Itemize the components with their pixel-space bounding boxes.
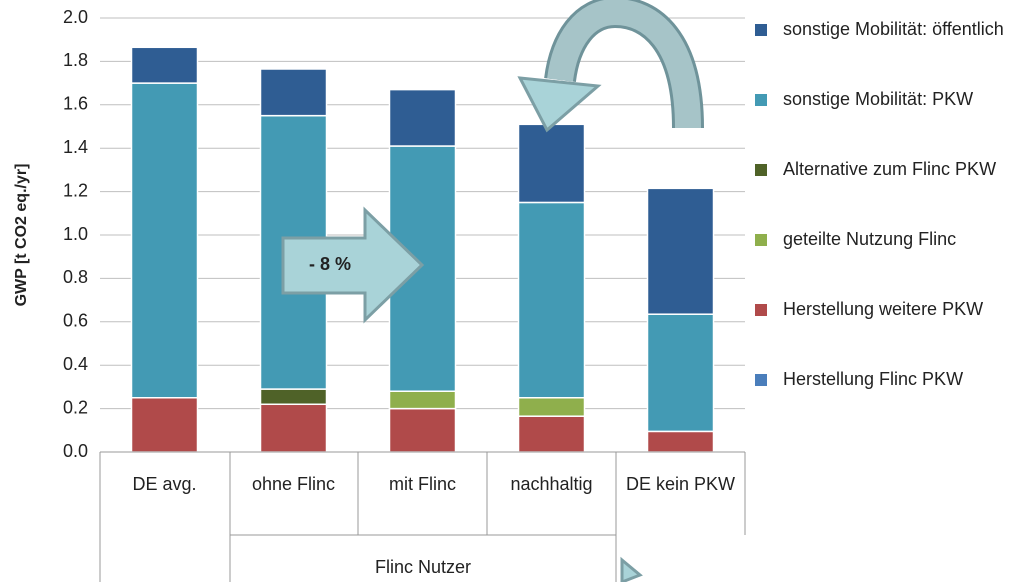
- arrow-fragment: [620, 556, 643, 582]
- bar-segment: [646, 313, 715, 433]
- group-label: Flinc Nutzer: [375, 557, 471, 577]
- y-tick-label: 0.4: [63, 354, 88, 374]
- legend-label: sonstige Mobilität: PKW: [783, 89, 974, 109]
- bar-segment: [259, 388, 328, 406]
- bar-segment: [388, 390, 457, 410]
- bar-segment: [259, 403, 328, 453]
- bar-segment: [130, 397, 199, 453]
- x-tick-label: DE avg.: [132, 474, 197, 494]
- y-tick-label: 1.0: [63, 224, 88, 244]
- bar-segment: [130, 82, 199, 399]
- curved-arrow: [517, 0, 704, 133]
- y-tick-label: 1.8: [63, 50, 88, 70]
- y-axis-label: GWP [t CO2 eq./yr]: [13, 164, 30, 307]
- legend-swatch: [755, 234, 767, 246]
- bar-segment: [646, 187, 715, 315]
- legend-label: Alternative zum Flinc PKW: [783, 159, 997, 179]
- bar-segment: [517, 201, 586, 399]
- annotation: - 8 %: [309, 254, 351, 274]
- bar-segment: [646, 430, 715, 453]
- bar-segment: [517, 397, 586, 417]
- bar-segment: [388, 88, 457, 147]
- reduction-arrow: - 8 %: [281, 206, 425, 324]
- bar-segment: [517, 123, 586, 204]
- y-tick-label: 0.6: [63, 311, 88, 331]
- y-tick-label: 2.0: [63, 7, 88, 27]
- legend-label: Herstellung weitere PKW: [783, 299, 984, 319]
- y-tick-label: 1.6: [63, 94, 88, 114]
- x-tick-label: mit Flinc: [389, 474, 456, 494]
- x-tick-label: DE kein PKW: [625, 474, 736, 494]
- x-tick-label: nachhaltig: [510, 474, 593, 494]
- y-tick-label: 0.2: [63, 397, 88, 417]
- x-tick-label: ohne Flinc: [251, 474, 336, 494]
- legend-label: sonstige Mobilität: öffentlich: [783, 19, 1004, 39]
- legend-label: Herstellung Flinc PKW: [783, 369, 964, 389]
- y-tick-label: 1.2: [63, 180, 88, 200]
- legend-swatch: [755, 24, 767, 36]
- legend-swatch: [755, 164, 767, 176]
- y-tick-label: 0.0: [63, 441, 88, 461]
- legend-swatch: [755, 94, 767, 106]
- legend-swatch: [755, 374, 767, 386]
- category-axis: [99, 451, 746, 582]
- bar-segment: [517, 415, 586, 453]
- y-tick-label: 1.4: [63, 137, 88, 157]
- bar-segment: [388, 407, 457, 453]
- bar-segment: [259, 68, 328, 117]
- y-tick-label: 0.8: [63, 267, 88, 287]
- legend-swatch: [755, 304, 767, 316]
- legend-label: geteilte Nutzung Flinc: [783, 229, 957, 249]
- bar-segment: [130, 46, 199, 84]
